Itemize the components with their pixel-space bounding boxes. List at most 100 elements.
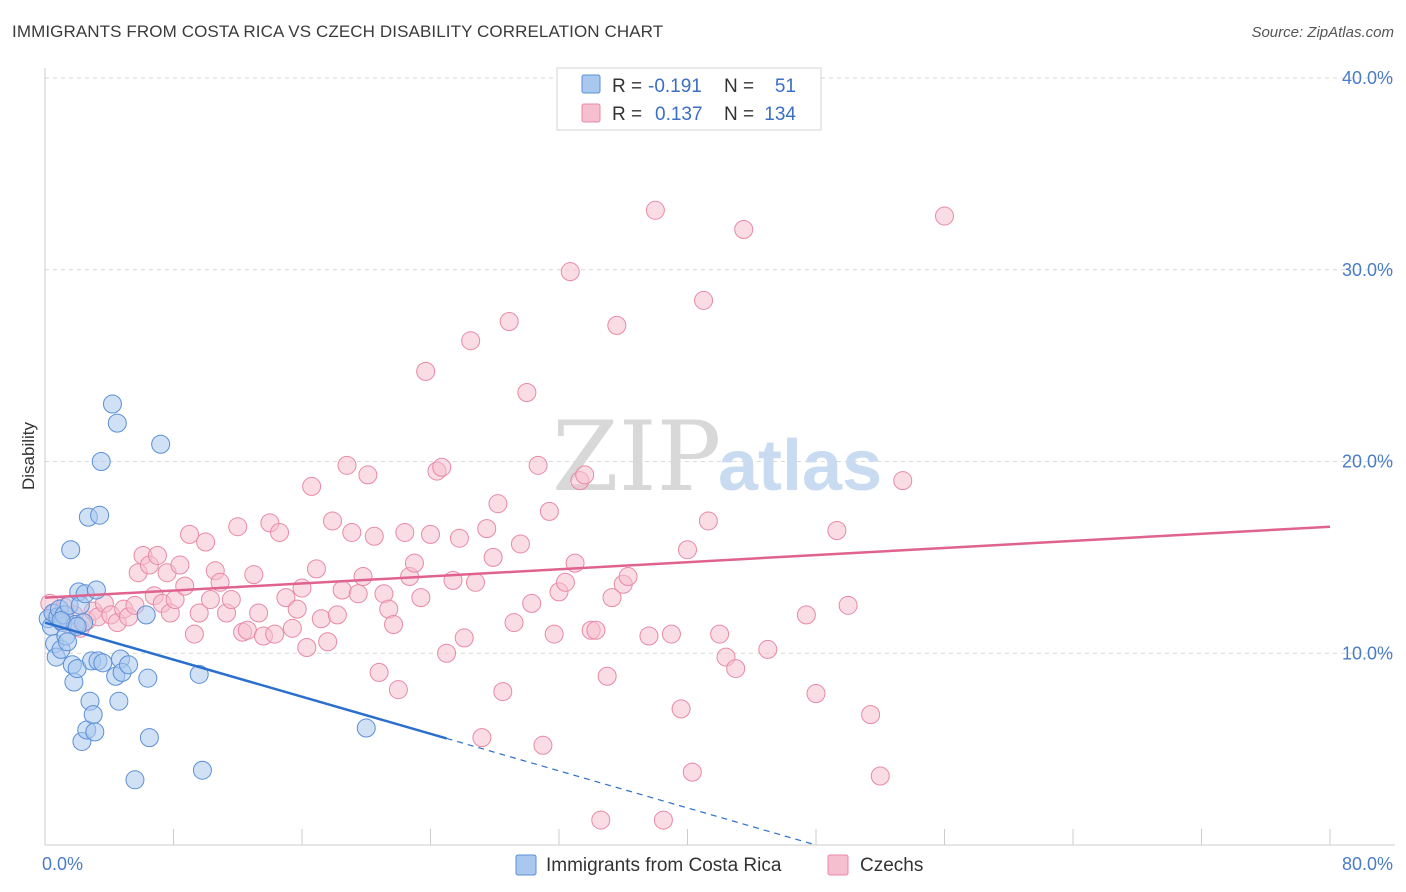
legend-n-value-pink: 134: [764, 104, 796, 125]
czechs-point: [493, 682, 513, 702]
czechs-point: [327, 605, 347, 625]
legend-swatch-blue: [581, 74, 601, 94]
costa-rica-point: [90, 505, 110, 525]
czechs-point: [287, 599, 307, 619]
x-tick-labels: 0.0% 80.0%: [42, 854, 1393, 874]
costa-rica-trend-line: [44, 621, 447, 740]
czechs-point: [661, 624, 681, 644]
czechs-point: [678, 540, 697, 560]
czechs-point: [249, 603, 269, 623]
trend-lines: [44, 525, 1331, 846]
czechs-point: [682, 762, 702, 782]
czechs-point: [228, 517, 248, 537]
costa-rica-point: [192, 760, 212, 780]
series-legend-label-pink: Czechs: [860, 855, 923, 876]
costa-rica-point: [138, 668, 158, 688]
costa-rica-trend-extension: [446, 737, 817, 846]
czechs-point: [147, 545, 167, 565]
costa-rica-point: [85, 722, 105, 742]
czechs-point: [302, 476, 322, 496]
czechs-point: [560, 262, 580, 282]
costa-rica-point: [119, 655, 139, 675]
czechs-point: [221, 590, 241, 610]
czechs-point: [170, 555, 190, 575]
czechs-point: [184, 624, 204, 644]
czechs-point: [411, 588, 431, 608]
czechs-point: [311, 609, 331, 629]
czechs-point: [827, 521, 847, 541]
czechs-point: [449, 528, 469, 548]
czechs-point: [607, 315, 627, 335]
czechs-point: [555, 572, 575, 592]
czechs-point: [504, 613, 524, 633]
czechs-point: [586, 620, 606, 640]
czechs-point: [710, 624, 730, 644]
czechs-point: [342, 522, 362, 542]
czechs-point: [369, 662, 389, 682]
czechs-point: [838, 595, 858, 615]
czechs-point: [432, 457, 452, 477]
legend-n-label-pink: N =: [724, 104, 754, 125]
chart-title: IMMIGRANTS FROM COSTA RICA VS CZECH DISA…: [12, 22, 664, 41]
series-legend: Immigrants from Costa Rica Czechs: [515, 854, 923, 876]
costa-rica-point: [107, 413, 127, 433]
watermark-zip: ZIP: [552, 401, 721, 513]
legend-r-label-pink: R =: [612, 104, 642, 125]
costa-rica-point: [109, 691, 129, 711]
y-tick-label: 40.0%: [1342, 68, 1393, 88]
czechs-point: [597, 666, 617, 686]
czechs-point: [499, 312, 519, 332]
y-tick-labels: 10.0% 20.0% 30.0% 40.0%: [1342, 68, 1393, 663]
czechs-point: [337, 455, 357, 475]
czechs-point: [522, 593, 542, 613]
czechs-point: [653, 810, 673, 830]
czechs-point: [292, 578, 312, 598]
czechs-point: [237, 620, 257, 640]
czechs-point: [575, 465, 595, 485]
czechs-point: [306, 559, 326, 579]
czechs-point: [461, 331, 481, 351]
costa-rica-point: [61, 540, 81, 560]
czechs-point: [348, 584, 368, 604]
czechs-points: [40, 200, 954, 830]
czechs-point: [510, 534, 530, 554]
czechs-point: [276, 588, 296, 608]
costa-rica-point: [93, 653, 113, 673]
czechs-point: [196, 532, 216, 552]
czechs-point: [870, 766, 890, 786]
costa-rica-point: [57, 632, 77, 652]
czechs-point: [698, 511, 718, 531]
source-credit: Source: ZipAtlas.com: [1251, 24, 1394, 41]
czechs-point: [488, 494, 508, 514]
series-legend-label-blue: Immigrants from Costa Rica: [546, 855, 782, 876]
grid-lines: [45, 77, 1395, 654]
legend-r-label-blue: R =: [612, 76, 642, 97]
stats-legend-box: [556, 67, 822, 131]
y-tick-label: 30.0%: [1342, 260, 1393, 280]
czechs-point: [353, 567, 373, 587]
czechs-point: [645, 200, 665, 220]
series-legend-swatch-blue: [515, 854, 537, 876]
legend-r-value-blue: -0.191: [648, 76, 702, 97]
legend-swatch-pink: [581, 103, 601, 123]
czechs-point: [544, 624, 564, 644]
legend-n-value-blue: 51: [775, 76, 796, 97]
costa-rica-point: [102, 394, 122, 414]
costa-rica-point: [125, 770, 145, 790]
watermark: ZIP atlas: [552, 401, 882, 513]
costa-rica-point: [83, 705, 103, 725]
costa-rica-point: [91, 452, 111, 471]
czechs-point: [421, 524, 440, 544]
czechs-point: [265, 624, 285, 644]
czechs-point: [332, 580, 352, 600]
y-tick-label: 20.0%: [1342, 452, 1393, 472]
czechs-point: [935, 206, 954, 226]
czechs-point: [806, 684, 826, 704]
czechs-point: [591, 810, 611, 830]
czechs-point: [318, 632, 338, 652]
czechs-point: [517, 382, 537, 402]
stats-legend: R = -0.191 N = 51 R = 0.137 N = 134: [556, 67, 822, 131]
czechs-point: [861, 705, 881, 725]
czechs-point: [454, 628, 474, 648]
